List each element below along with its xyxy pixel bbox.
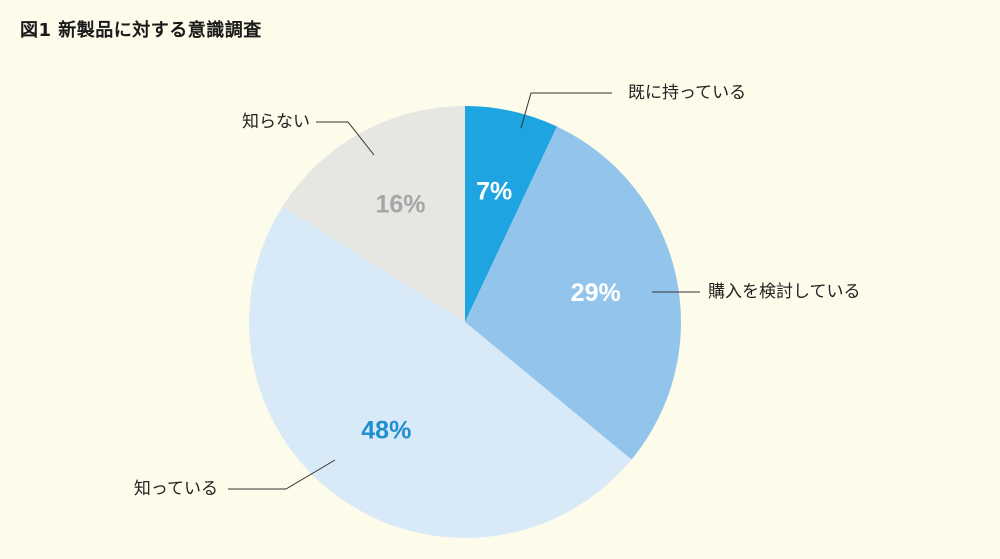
pie-slice-considering-purchase	[465, 126, 681, 460]
leader-line-aware	[228, 459, 336, 490]
value-label-considering-purchase: 29%	[571, 279, 621, 307]
pie-slices	[249, 106, 681, 538]
value-label-already-own: 7%	[476, 177, 512, 205]
pie-slice-aware	[249, 206, 632, 538]
category-label-unaware: 知らない	[242, 112, 310, 132]
leader-line-unaware	[316, 121, 375, 156]
pie-slice-already-own	[465, 106, 557, 322]
category-label-already-own: 既に持っている	[628, 83, 746, 103]
value-label-unaware: 16%	[375, 191, 425, 219]
pie-slice-unaware	[282, 106, 465, 322]
category-label-considering-purchase: 購入を検討している	[708, 282, 861, 302]
category-label-aware: 知っている	[134, 479, 218, 499]
pie-labels: 7% 既に持っている 29% 購入を検討している 48% 知っている 16% 知らない	[134, 83, 861, 499]
chart-title: 図1 新製品に対する意識調査	[20, 20, 262, 41]
value-label-aware: 48%	[361, 416, 411, 444]
leader-line-already-own	[520, 92, 612, 129]
